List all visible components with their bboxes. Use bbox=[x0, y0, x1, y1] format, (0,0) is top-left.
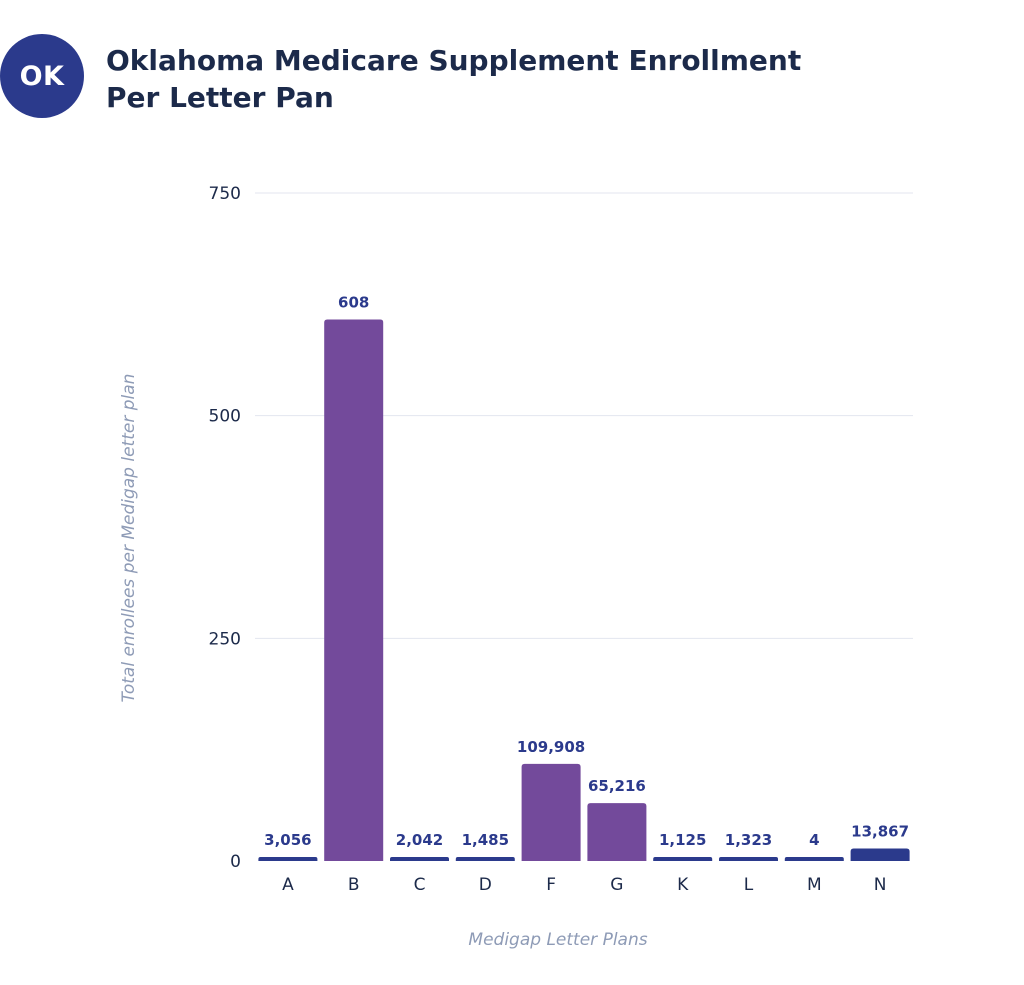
x-tick-label-D: D bbox=[479, 875, 492, 895]
y-tick-label-500: 500 bbox=[209, 407, 241, 427]
data-label-C: 2,042 bbox=[396, 831, 443, 849]
y-tick-label-750: 750 bbox=[209, 184, 241, 204]
y-axis-ticks: 0 250 500 750 bbox=[209, 184, 241, 872]
bar-K bbox=[653, 857, 713, 861]
bar-L bbox=[719, 857, 778, 861]
x-tick-label-F: F bbox=[546, 875, 556, 895]
x-tick-label-L: L bbox=[744, 875, 754, 895]
x-tick-label-G: G bbox=[610, 875, 623, 895]
data-label-A: 3,056 bbox=[264, 831, 311, 849]
bar-M bbox=[784, 857, 844, 861]
x-tick-label-A: A bbox=[282, 875, 294, 895]
bars bbox=[258, 319, 910, 861]
x-tick-label-M: M bbox=[807, 875, 822, 895]
data-label-B: 608 bbox=[338, 293, 369, 311]
x-axis-label: Medigap Letter Plans bbox=[468, 930, 647, 950]
state-badge: OK bbox=[0, 34, 84, 118]
data-label-L: 1,323 bbox=[725, 831, 772, 849]
x-tick-label-N: N bbox=[874, 875, 887, 895]
x-tick-label-C: C bbox=[414, 875, 426, 895]
bar-D bbox=[455, 857, 515, 861]
x-tick-label-K: K bbox=[677, 875, 689, 895]
data-labels: 3,056 608 2,042 1,485 109,908 65,216 1,125 1,32… bbox=[264, 293, 909, 849]
data-label-F: 109,908 bbox=[517, 738, 585, 756]
x-tick-label-B: B bbox=[348, 875, 360, 895]
data-label-K: 1,125 bbox=[659, 831, 706, 849]
state-badge-label: OK bbox=[19, 60, 65, 92]
y-tick-label-0: 0 bbox=[230, 852, 241, 872]
bar-A bbox=[258, 857, 318, 861]
chart-title-line-2: Per Letter Pan bbox=[106, 81, 334, 114]
bar-C bbox=[390, 857, 449, 861]
bar-G bbox=[587, 803, 647, 861]
data-label-G: 65,216 bbox=[588, 777, 646, 795]
y-tick-label-250: 250 bbox=[209, 629, 241, 649]
chart-title: Oklahoma Medicare Supplement Enrollment … bbox=[106, 42, 866, 116]
chart-title-line-1: Oklahoma Medicare Supplement Enrollment bbox=[106, 44, 802, 77]
data-label-M: 4 bbox=[809, 831, 819, 849]
data-label-N: 13,867 bbox=[851, 823, 909, 841]
bar-N bbox=[850, 848, 910, 861]
bar-F bbox=[521, 763, 581, 861]
bar-B bbox=[324, 319, 384, 861]
data-label-D: 1,485 bbox=[462, 831, 509, 849]
y-axis-label: Total enrollees per Medigap letter plan bbox=[119, 374, 139, 703]
